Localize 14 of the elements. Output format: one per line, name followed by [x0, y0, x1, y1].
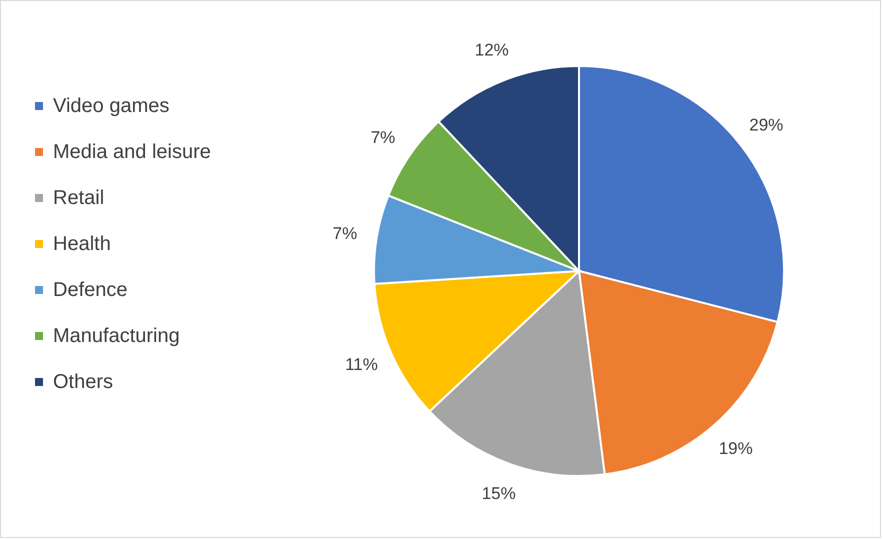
- data-label: 7%: [370, 128, 396, 147]
- data-label: 19%: [718, 438, 753, 458]
- legend-label: Manufacturing: [53, 325, 180, 347]
- data-label: 15%: [482, 484, 516, 503]
- data-label: 12%: [474, 40, 509, 60]
- legend-label: Health: [53, 233, 111, 255]
- data-label: 29%: [749, 116, 784, 135]
- legend-label: Video games: [53, 95, 170, 117]
- legend-label: Others: [53, 371, 114, 393]
- data-label: 7%: [332, 224, 358, 243]
- legend-label: Defence: [53, 279, 128, 301]
- legend-label: Media and leisure: [53, 141, 211, 163]
- legend-label: Retail: [53, 187, 104, 209]
- data-label: 11%: [345, 355, 378, 374]
